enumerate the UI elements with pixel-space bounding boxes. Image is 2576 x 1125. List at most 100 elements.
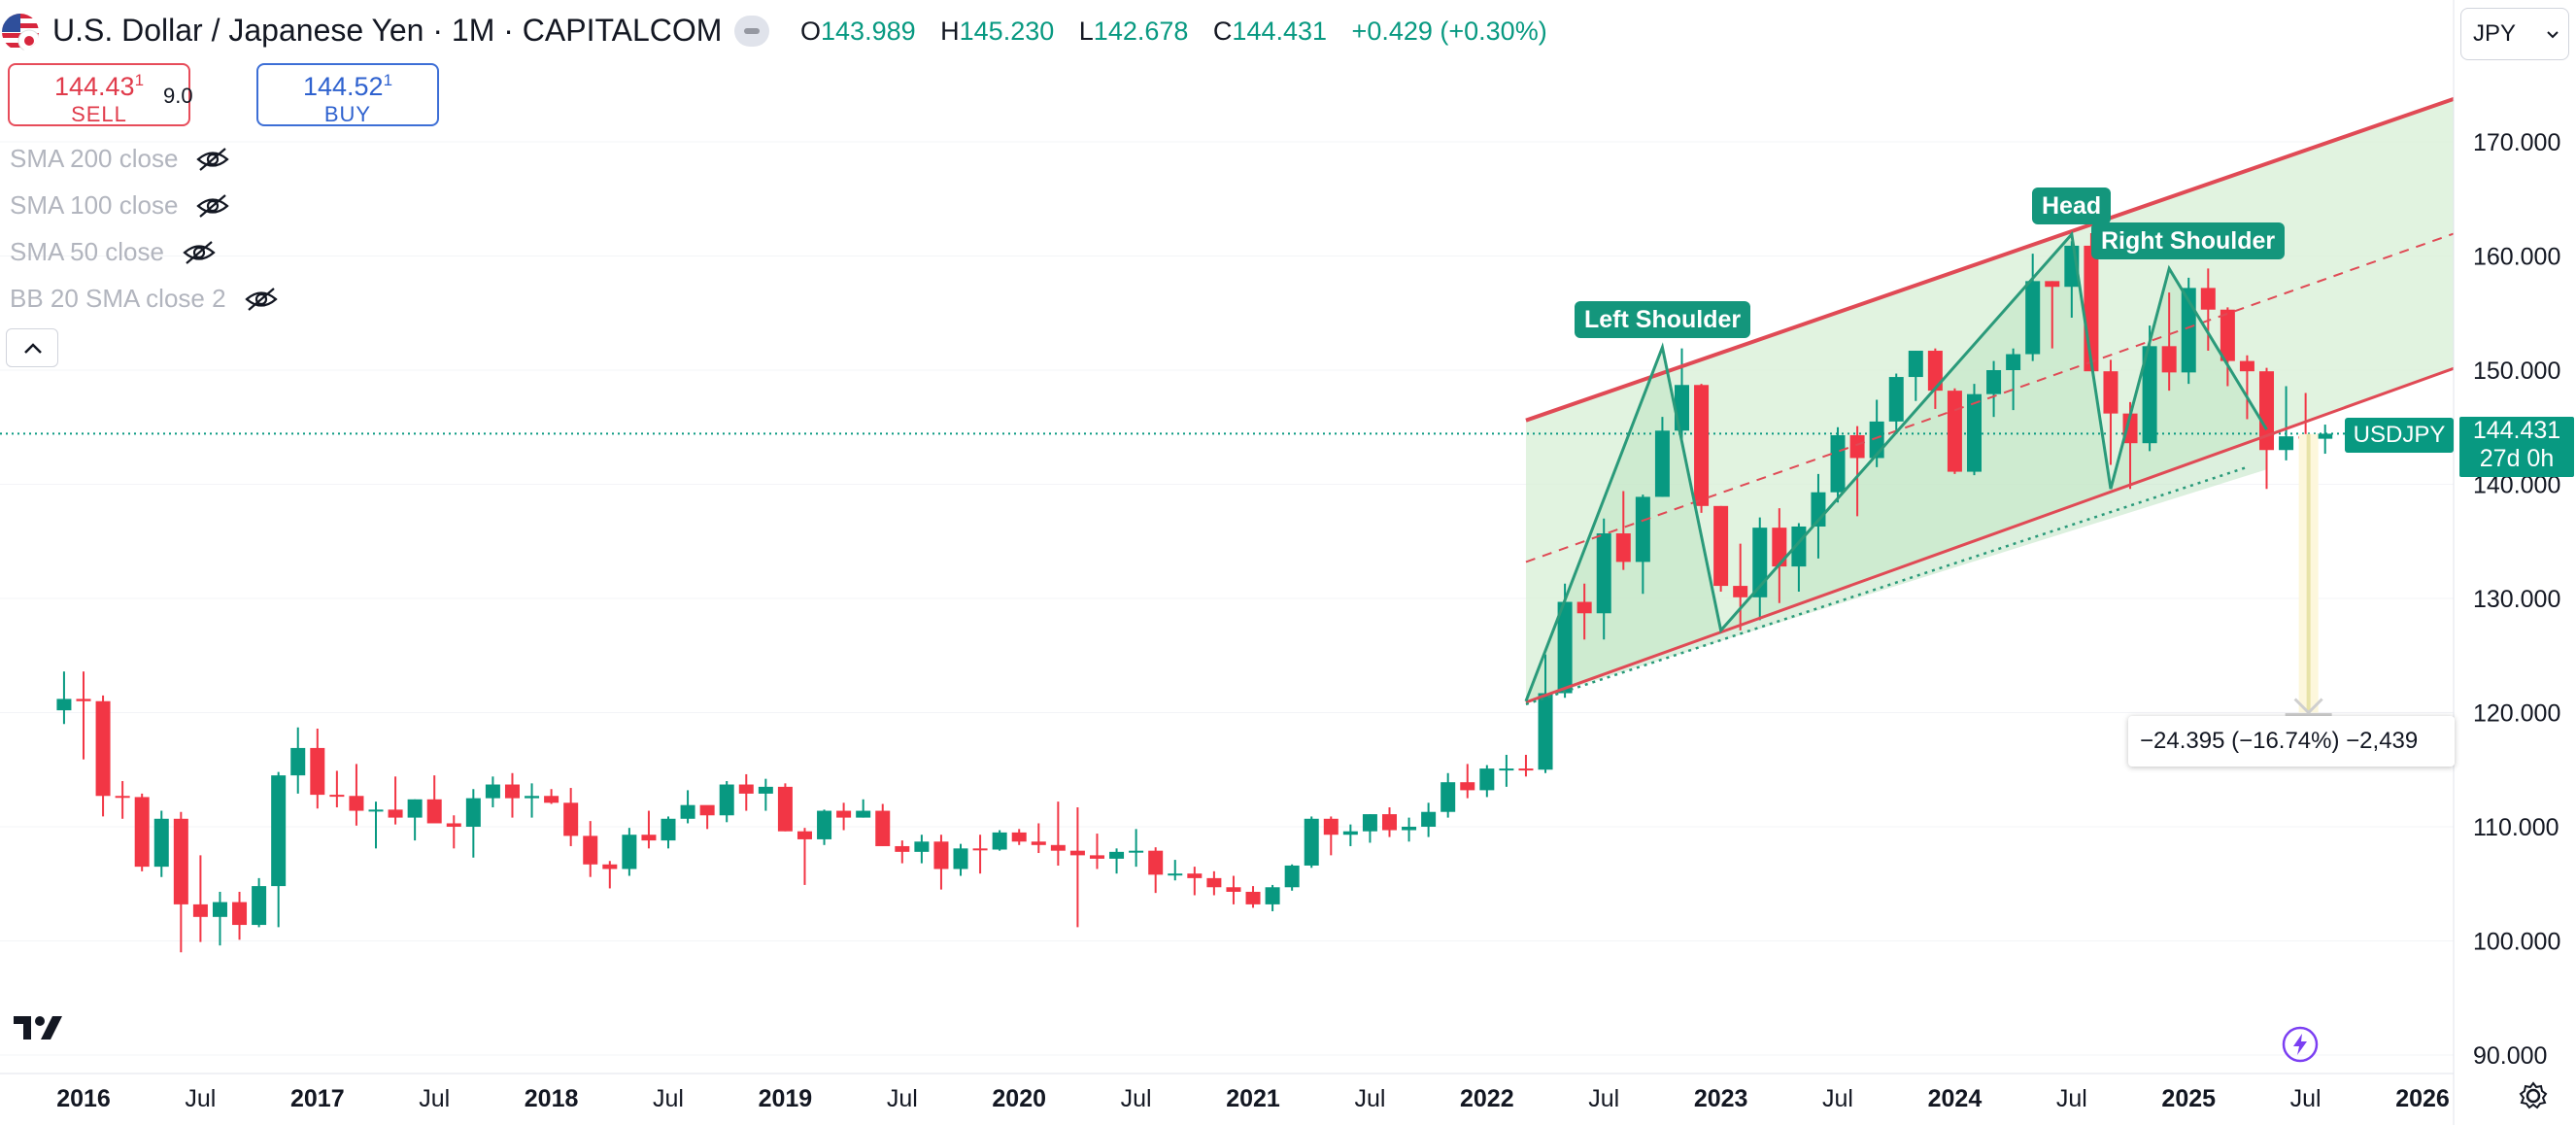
candle-body[interactable] <box>817 810 832 839</box>
head-shoulders-line[interactable] <box>1524 230 2268 702</box>
candle-body[interactable] <box>1518 768 1534 771</box>
candle-body[interactable] <box>1089 855 1104 859</box>
indicator-bb-20[interactable]: BB 20 SMA close 2 <box>10 284 279 314</box>
symbol-title[interactable]: U.S. Dollar / Japanese Yen · 1M · CAPITA… <box>52 13 723 48</box>
candle-body[interactable] <box>1187 873 1203 878</box>
candle-body[interactable] <box>1069 850 1085 856</box>
candle-body[interactable] <box>465 798 481 827</box>
candle-body[interactable] <box>1615 533 1631 562</box>
candle-body[interactable] <box>1654 430 1670 497</box>
lightning-icon[interactable] <box>2281 1025 2320 1064</box>
candle-body[interactable] <box>525 796 540 799</box>
market-status-icon[interactable] <box>734 16 769 47</box>
candle-body[interactable] <box>349 796 364 811</box>
candle-body[interactable] <box>173 818 188 904</box>
eye-off-icon[interactable] <box>195 193 230 219</box>
candle-body[interactable] <box>992 832 1007 850</box>
channel-mid-line[interactable] <box>1525 232 2455 563</box>
channel-upper-line[interactable] <box>1525 96 2455 423</box>
candle-body[interactable] <box>641 835 657 841</box>
sell-button[interactable]: 144.431 SELL <box>8 63 190 126</box>
candle-body[interactable] <box>115 796 130 799</box>
candle-body[interactable] <box>953 848 968 869</box>
head-label[interactable]: Head <box>2032 188 2112 224</box>
candle-body[interactable] <box>1226 887 1241 892</box>
candle-body[interactable] <box>407 799 423 818</box>
candle-body[interactable] <box>2103 371 2118 414</box>
candle-body[interactable] <box>1284 865 1300 888</box>
candle-body[interactable] <box>1245 891 1261 904</box>
eye-off-icon[interactable] <box>195 147 230 172</box>
candle-body[interactable] <box>622 835 637 869</box>
candle-body[interactable] <box>134 797 150 868</box>
candle-body[interactable] <box>1986 370 2002 394</box>
indicator-sma-200[interactable]: SMA 200 close <box>10 144 230 174</box>
collapse-indicators-button[interactable] <box>6 328 58 367</box>
candle-body[interactable] <box>583 835 598 865</box>
candle-body[interactable] <box>544 796 559 803</box>
candle-body[interactable] <box>1265 887 1280 904</box>
candle-body[interactable] <box>2259 371 2275 451</box>
candle-body[interactable] <box>1752 528 1768 597</box>
candle-body[interactable] <box>2161 346 2177 373</box>
candle-body[interactable] <box>933 841 949 869</box>
candle-body[interactable] <box>76 699 91 701</box>
candle-body[interactable] <box>1576 601 1592 614</box>
candle-body[interactable] <box>699 804 715 816</box>
candle-body[interactable] <box>1888 377 1904 422</box>
candle-body[interactable] <box>1148 850 1164 875</box>
candle-body[interactable] <box>836 810 852 818</box>
candle-body[interactable] <box>875 810 891 846</box>
candle-body[interactable] <box>1596 533 1611 614</box>
candle-body[interactable] <box>153 818 169 868</box>
candle-body[interactable] <box>914 841 930 852</box>
candle-body[interactable] <box>1304 818 1319 866</box>
candle-body[interactable] <box>1168 873 1183 876</box>
candle-body[interactable] <box>1342 831 1358 835</box>
candle-body[interactable] <box>95 700 111 797</box>
price-axis[interactable]: 90.000100.000110.000120.000130.000140.00… <box>2473 129 2560 1070</box>
candle-body[interactable] <box>856 810 871 818</box>
candle-body[interactable] <box>504 784 520 799</box>
candle-body[interactable] <box>1460 782 1475 791</box>
candle-body[interactable] <box>895 845 910 852</box>
candle-body[interactable] <box>212 902 227 917</box>
candle-body[interactable] <box>680 804 695 819</box>
channel-lower-line[interactable] <box>1525 366 2455 704</box>
candle-body[interactable] <box>1635 496 1650 562</box>
candle-body[interactable] <box>1479 768 1495 791</box>
candle-body[interactable] <box>290 747 306 776</box>
candle-body[interactable] <box>797 831 812 839</box>
indicator-sma-100[interactable]: SMA 100 close <box>10 190 230 221</box>
candle-body[interactable] <box>56 699 72 711</box>
candle-body[interactable] <box>2122 413 2138 444</box>
left-shoulder-label[interactable]: Left Shoulder <box>1575 301 1751 338</box>
candle-body[interactable] <box>1908 351 1923 378</box>
candle-body[interactable] <box>1031 841 1046 845</box>
candle-body[interactable] <box>368 809 384 812</box>
candle-body[interactable] <box>2239 360 2254 372</box>
candle-body[interactable] <box>1499 768 1514 771</box>
candle-body[interactable] <box>777 786 793 832</box>
settings-gear-icon[interactable] <box>2518 1080 2549 1111</box>
candle-body[interactable] <box>485 784 500 799</box>
candle-body[interactable] <box>2025 281 2041 355</box>
candle-body[interactable] <box>2006 354 2021 370</box>
candle-body[interactable] <box>2045 281 2060 288</box>
candle-body[interactable] <box>1694 385 1710 506</box>
candle-body[interactable] <box>192 903 208 917</box>
candle-body[interactable] <box>1206 877 1222 888</box>
candle-body[interactable] <box>271 775 287 887</box>
candle-body[interactable] <box>1421 811 1437 827</box>
candle-body[interactable] <box>1947 391 1962 472</box>
candle-body[interactable] <box>602 864 618 869</box>
candle-body[interactable] <box>1109 851 1125 859</box>
candle-body[interactable] <box>2318 433 2333 439</box>
candle-body[interactable] <box>738 784 754 794</box>
candle-body[interactable] <box>1381 814 1397 831</box>
candle-body[interactable] <box>1713 505 1729 587</box>
candle-body[interactable] <box>2220 309 2235 361</box>
candle-body[interactable] <box>563 802 579 836</box>
candle-body[interactable] <box>1129 850 1144 853</box>
candle-body[interactable] <box>329 795 345 798</box>
